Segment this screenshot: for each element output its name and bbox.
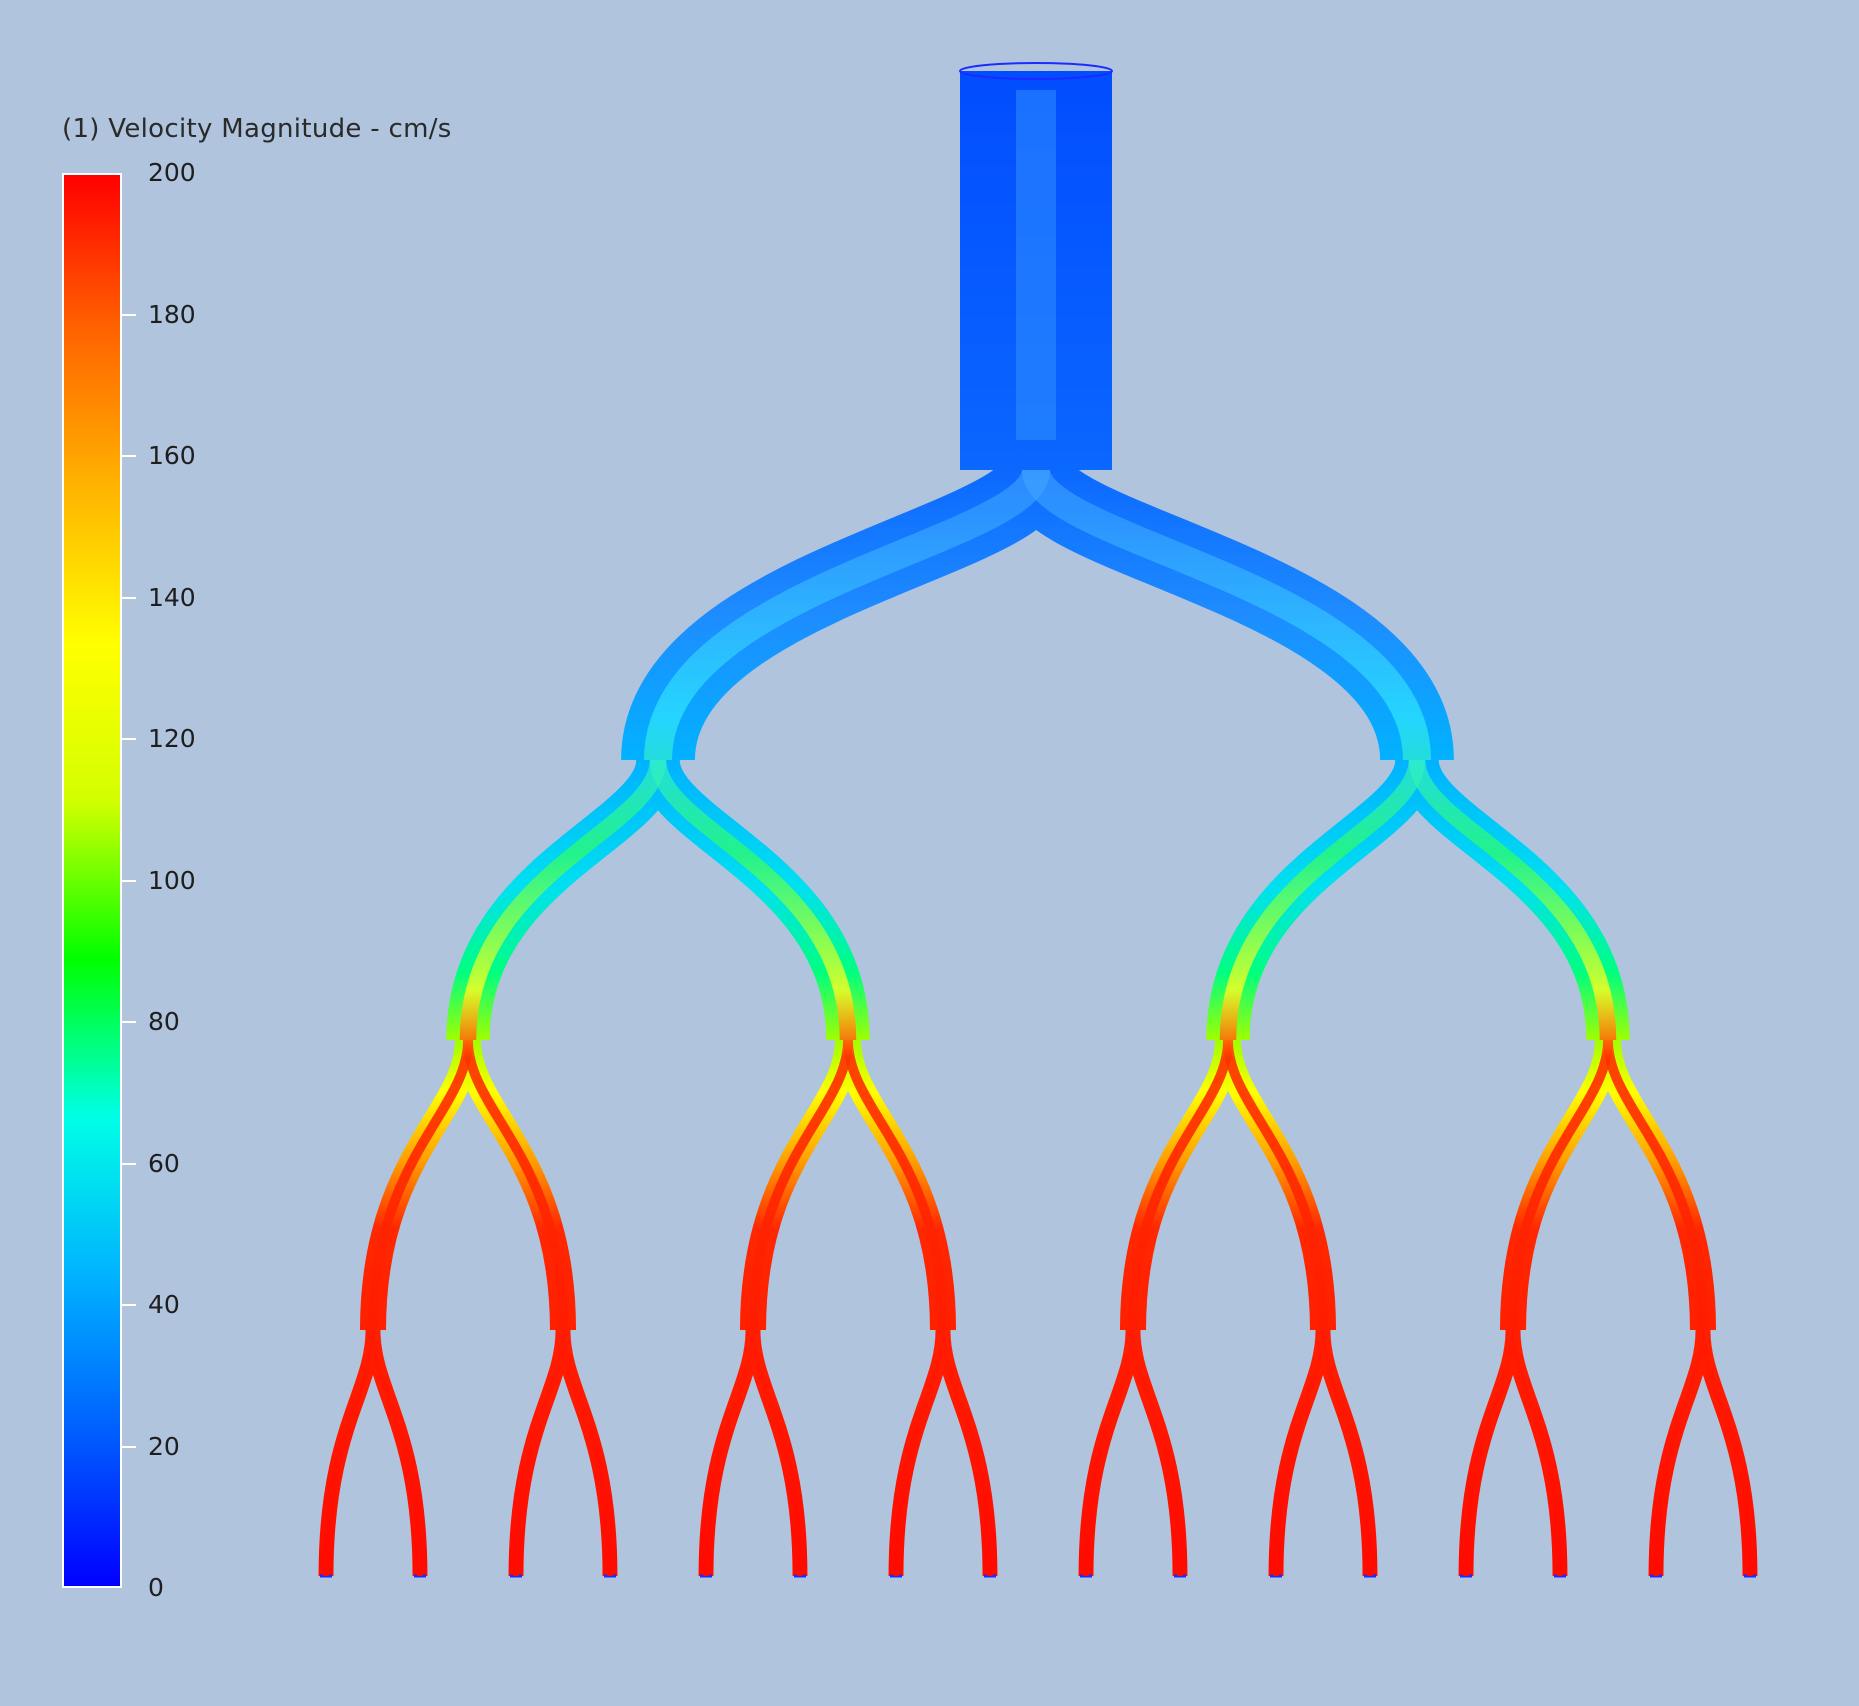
vessel-core-segment [1463, 1329, 1516, 1577]
velocity-colorbar [62, 173, 122, 1588]
colorbar-tick-label: 180 [148, 299, 196, 329]
colorbar-tick-label: 200 [148, 158, 196, 187]
colorbar-tick-mark [122, 879, 136, 882]
colorbar-tick-label: 0 [148, 1573, 164, 1602]
vessel-core-segment [1219, 759, 1426, 1041]
colorbar-tick-label: 40 [148, 1290, 180, 1319]
colorbar-tick-mark [122, 1021, 136, 1023]
colorbar-tick-label: 80 [148, 1007, 180, 1036]
vessel-core-segment [1510, 1329, 1563, 1577]
colorbar-tick-label: 140 [148, 582, 196, 612]
vessel-core-segment [459, 759, 667, 1041]
vessel-core-segment [463, 1039, 568, 1331]
vessel-core-segment [893, 1329, 946, 1577]
colorbar-tick-mark [122, 455, 136, 457]
colorbar-tick-mark [122, 738, 136, 740]
vessel-core-segment [560, 1329, 613, 1577]
vessel-core-segment [1083, 1329, 1136, 1577]
vessel-core-segment [703, 1329, 756, 1577]
vessel-core-segment [1508, 1039, 1613, 1331]
colorbar-tick-mark [122, 596, 136, 599]
vessel-core-segment [513, 1329, 566, 1577]
vessel-core-segment [643, 467, 1051, 761]
vessel-core-segment [1130, 1329, 1183, 1577]
vessel-core-segment [1408, 759, 1617, 1041]
vessel-core-segment [1653, 1329, 1706, 1577]
vessel-core-segment [940, 1329, 993, 1577]
colorbar-tick-mark [122, 1304, 136, 1306]
vessel-core-segment [1128, 1039, 1233, 1331]
colorbar-tick-label: 60 [148, 1148, 180, 1178]
vessel-core-segment [1320, 1329, 1373, 1577]
colorbar-tick-mark [122, 1445, 136, 1448]
colorbar-tick-label: 100 [148, 865, 196, 895]
vessel-core-segment [368, 1039, 473, 1331]
vessel-core-segment [370, 1329, 423, 1577]
vessel-core-segment [323, 1329, 376, 1577]
colorbar-tick-label: 160 [148, 441, 196, 470]
colorbar-tick-label: 20 [148, 1431, 180, 1461]
vessel-core-segment [649, 759, 857, 1041]
vessel-core-segment [1273, 1329, 1326, 1577]
vessel-core-segment [1700, 1329, 1753, 1577]
colorbar-tick-mark [122, 313, 136, 316]
vessel-core-segment [1603, 1039, 1708, 1331]
legend-title: (1) Velocity Magnitude - cm/s [62, 114, 452, 144]
vessel-core-segment [1021, 467, 1432, 761]
colorbar-tick-mark [122, 1162, 136, 1165]
vessel-core-segment [843, 1039, 948, 1331]
inlet-cap [959, 62, 1113, 80]
vessel-core-flow [323, 90, 1753, 1577]
vessel-core-segment [750, 1329, 803, 1577]
vessel-core-segment [1223, 1039, 1328, 1331]
colorbar-tick-label: 120 [148, 724, 196, 753]
vessel-core-segment [748, 1039, 853, 1331]
